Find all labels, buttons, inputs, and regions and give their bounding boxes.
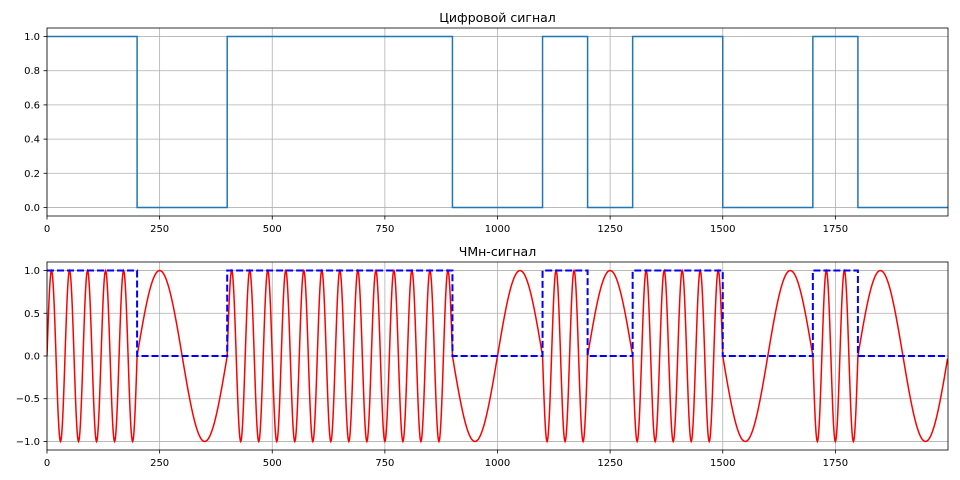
x-tick-label: 1500 bbox=[710, 458, 735, 469]
y-tick-label: 1.0 bbox=[24, 266, 40, 277]
y-tick-label: 0.0 bbox=[24, 203, 40, 214]
digital-signal-grid bbox=[46, 28, 948, 216]
fsk-waveform-line bbox=[47, 268, 948, 444]
fsk-signal-ticks: 0 250 500 750 1000 1250 1500 1750 −1.0 −0.5 0.0 0.5… bbox=[16, 266, 848, 469]
x-tick-label: 250 bbox=[150, 458, 169, 469]
digital-step-line bbox=[47, 35, 948, 209]
x-tick-label: 750 bbox=[375, 224, 394, 235]
y-tick-label: 0.6 bbox=[24, 100, 40, 111]
digital-signal-ticks: 0 250 500 750 1000 1250 1500 1750 0.0 0.2 0.4 0.6 0.… bbox=[24, 32, 848, 235]
x-tick-label: 0 bbox=[44, 458, 50, 469]
digital-signal-series bbox=[47, 35, 948, 209]
x-tick-label: 1750 bbox=[823, 224, 848, 235]
x-tick-label: 0 bbox=[44, 224, 50, 235]
digital-signal-axes: Цифровой сигнал 0 250 500 750 1000 1250 1500 17… bbox=[24, 10, 949, 235]
y-tick-label: 1.0 bbox=[24, 32, 40, 43]
fsk-signal-series bbox=[47, 268, 948, 444]
y-tick-label: −0.5 bbox=[16, 394, 40, 405]
y-tick-label: 0.4 bbox=[24, 135, 40, 146]
digital-signal-title: Цифровой сигнал bbox=[439, 10, 556, 25]
x-tick-label: 250 bbox=[150, 224, 169, 235]
y-tick-label: 0.0 bbox=[24, 352, 40, 363]
y-tick-label: 0.8 bbox=[24, 66, 40, 77]
digital-step-line bbox=[47, 269, 948, 357]
x-tick-label: 750 bbox=[375, 458, 394, 469]
x-tick-label: 1750 bbox=[823, 458, 848, 469]
x-tick-label: 1000 bbox=[485, 224, 510, 235]
y-tick-label: 0.2 bbox=[24, 169, 40, 180]
fsk-signal-title: ЧМн-сигнал bbox=[459, 244, 536, 259]
x-tick-label: 1250 bbox=[597, 224, 622, 235]
y-tick-label: −1.0 bbox=[16, 437, 40, 448]
fsk-signal-axes: ЧМн-сигнал 0 250 500 750 1000 1250 1500 1750 −1.… bbox=[16, 244, 949, 469]
x-tick-label: 1250 bbox=[597, 458, 622, 469]
x-tick-label: 500 bbox=[263, 458, 282, 469]
x-tick-label: 1500 bbox=[710, 224, 735, 235]
x-tick-label: 500 bbox=[263, 224, 282, 235]
x-tick-label: 1000 bbox=[485, 458, 510, 469]
y-tick-label: 0.5 bbox=[24, 309, 40, 320]
